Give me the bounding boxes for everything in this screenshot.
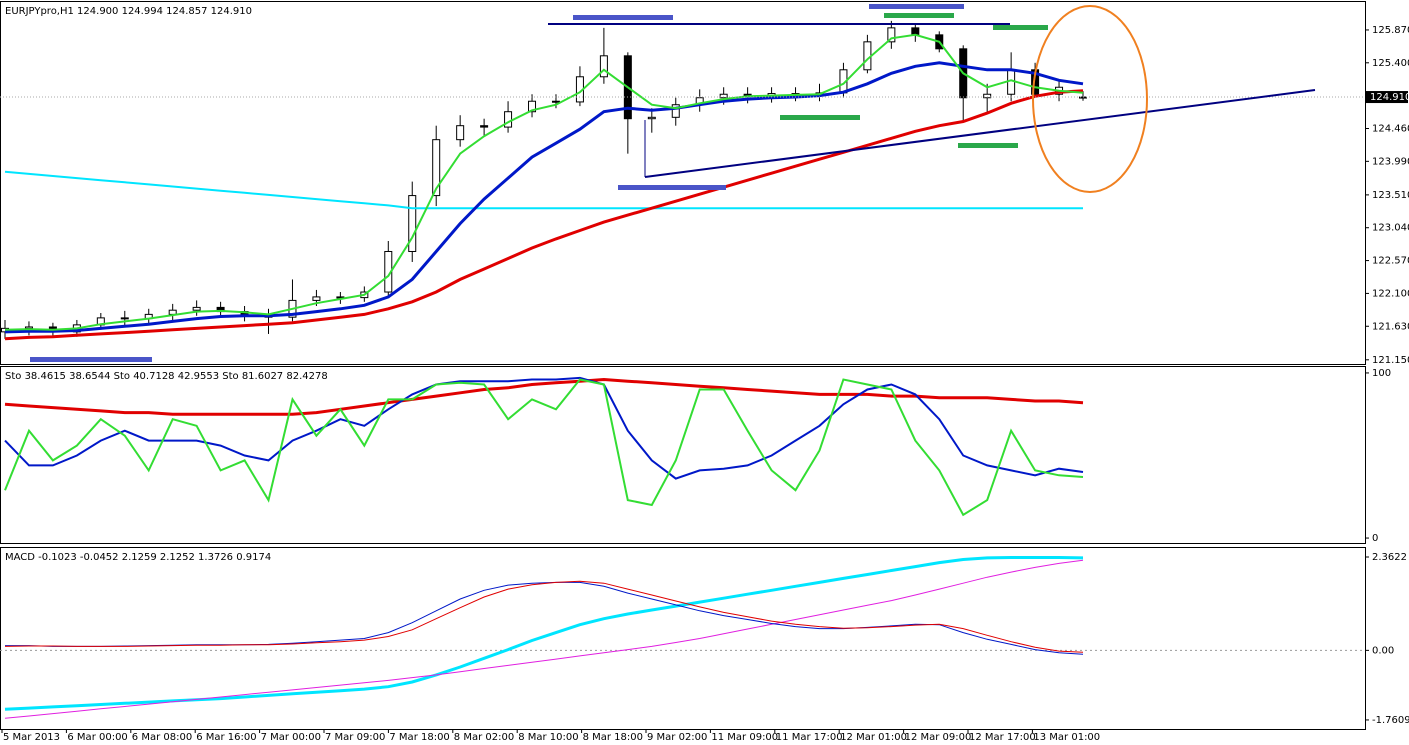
marker-blue — [573, 15, 673, 20]
marker-blue — [618, 185, 726, 190]
marker-green — [884, 13, 954, 18]
x-tick-label: 12 Mar 09:00 — [905, 732, 972, 743]
y-tick-label: 125.400 — [1372, 58, 1409, 69]
indicator-line — [4, 61, 1084, 334]
candle-body — [528, 100, 537, 113]
y-tick-label: 123.040 — [1372, 223, 1409, 234]
pane: MACD -0.1023 -0.0452 2.1259 2.1252 1.372… — [0, 547, 1409, 743]
candle-body — [863, 41, 872, 71]
x-tick-label: 5 Mar 2013 — [3, 732, 60, 743]
x-tick-label: 9 Mar 02:00 — [647, 732, 707, 743]
pane: Sto 38.4615 38.6544 Sto 40.7128 42.9553 … — [0, 366, 1391, 544]
candle-body — [312, 296, 321, 301]
y-tick-label: 124.460 — [1372, 123, 1409, 134]
drawings — [30, 4, 1316, 362]
y-tick-label: 0 — [1372, 533, 1378, 544]
pane-title: EURJPYpro,H1 124.900 124.994 124.857 124… — [5, 6, 252, 17]
candle-body — [192, 306, 201, 311]
y-tick-label: 2.3622 — [1372, 552, 1407, 563]
candle-body — [432, 139, 441, 197]
candle-body — [719, 93, 728, 99]
candle-body — [480, 125, 489, 128]
x-tick-label: 7 Mar 18:00 — [389, 732, 449, 743]
candle-body — [983, 93, 992, 99]
x-tick-label: 8 Mar 10:00 — [518, 732, 578, 743]
marker-blue — [869, 4, 964, 9]
candle-body — [120, 317, 129, 320]
candle-body — [671, 104, 680, 118]
pane: EURJPYpro,H1 124.900 124.994 124.857 124… — [0, 1, 1409, 366]
marker-green — [958, 143, 1018, 148]
candle-body — [551, 100, 560, 103]
pane-title: Sto 38.4615 38.6544 Sto 40.7128 42.9553 … — [5, 371, 328, 382]
candle-body — [647, 116, 656, 120]
x-tick-label: 6 Mar 00:00 — [67, 732, 127, 743]
pane-frame — [0, 366, 1366, 544]
indicator-line — [4, 559, 1084, 719]
x-tick-label: 12 Mar 17:00 — [969, 732, 1036, 743]
indicator-line — [4, 89, 1084, 341]
marker-green — [780, 115, 860, 120]
x-tick-label: 6 Mar 16:00 — [196, 732, 256, 743]
last-price-label: 124.910 — [1370, 92, 1409, 103]
last-price-box — [1366, 91, 1408, 104]
trend-line — [644, 89, 1316, 178]
x-tick-label: 13 Mar 01:00 — [1033, 732, 1100, 743]
indicator-line — [4, 378, 1084, 517]
pane-frame — [0, 547, 1366, 730]
candle-body — [456, 125, 465, 141]
highlight-ellipse — [1032, 5, 1148, 193]
candle-body — [599, 55, 608, 78]
pane-frame — [0, 1, 1366, 365]
indicator-line — [4, 33, 1084, 331]
y-tick-label: 123.990 — [1372, 156, 1409, 167]
x-tick-label: 7 Mar 00:00 — [261, 732, 321, 743]
indicator-line — [4, 170, 1083, 210]
candle-body — [887, 27, 896, 43]
x-tick-label: 11 Mar 09:00 — [711, 732, 778, 743]
indicator-line — [4, 580, 1084, 653]
y-tick-label: 121.150 — [1372, 355, 1409, 366]
y-tick-label: 122.570 — [1372, 256, 1409, 267]
x-tick-label: 7 Mar 09:00 — [325, 732, 385, 743]
y-tick-label: 121.630 — [1372, 321, 1409, 332]
y-tick-label: 123.510 — [1372, 190, 1409, 201]
y-tick-label: 122.100 — [1372, 288, 1409, 299]
candle-body — [408, 195, 417, 252]
y-tick-label: 0.00 — [1372, 645, 1394, 656]
y-tick-label: 125.870 — [1372, 25, 1409, 36]
y-tick-label: -1.7609 — [1372, 715, 1409, 726]
y-tick-label: 100 — [1372, 368, 1391, 379]
x-tick-label: 11 Mar 17:00 — [776, 732, 843, 743]
indicator-line — [4, 377, 1084, 416]
x-tick-label: 6 Mar 08:00 — [132, 732, 192, 743]
indicator-line — [4, 376, 1084, 480]
marker-blue — [30, 357, 152, 362]
x-tick-label: 8 Mar 02:00 — [454, 732, 514, 743]
x-tick-label: 12 Mar 01:00 — [840, 732, 907, 743]
x-tick-label: 8 Mar 18:00 — [583, 732, 643, 743]
marker-green — [993, 25, 1048, 30]
pane-title: MACD -0.1023 -0.0452 2.1259 2.1252 1.372… — [5, 552, 271, 563]
